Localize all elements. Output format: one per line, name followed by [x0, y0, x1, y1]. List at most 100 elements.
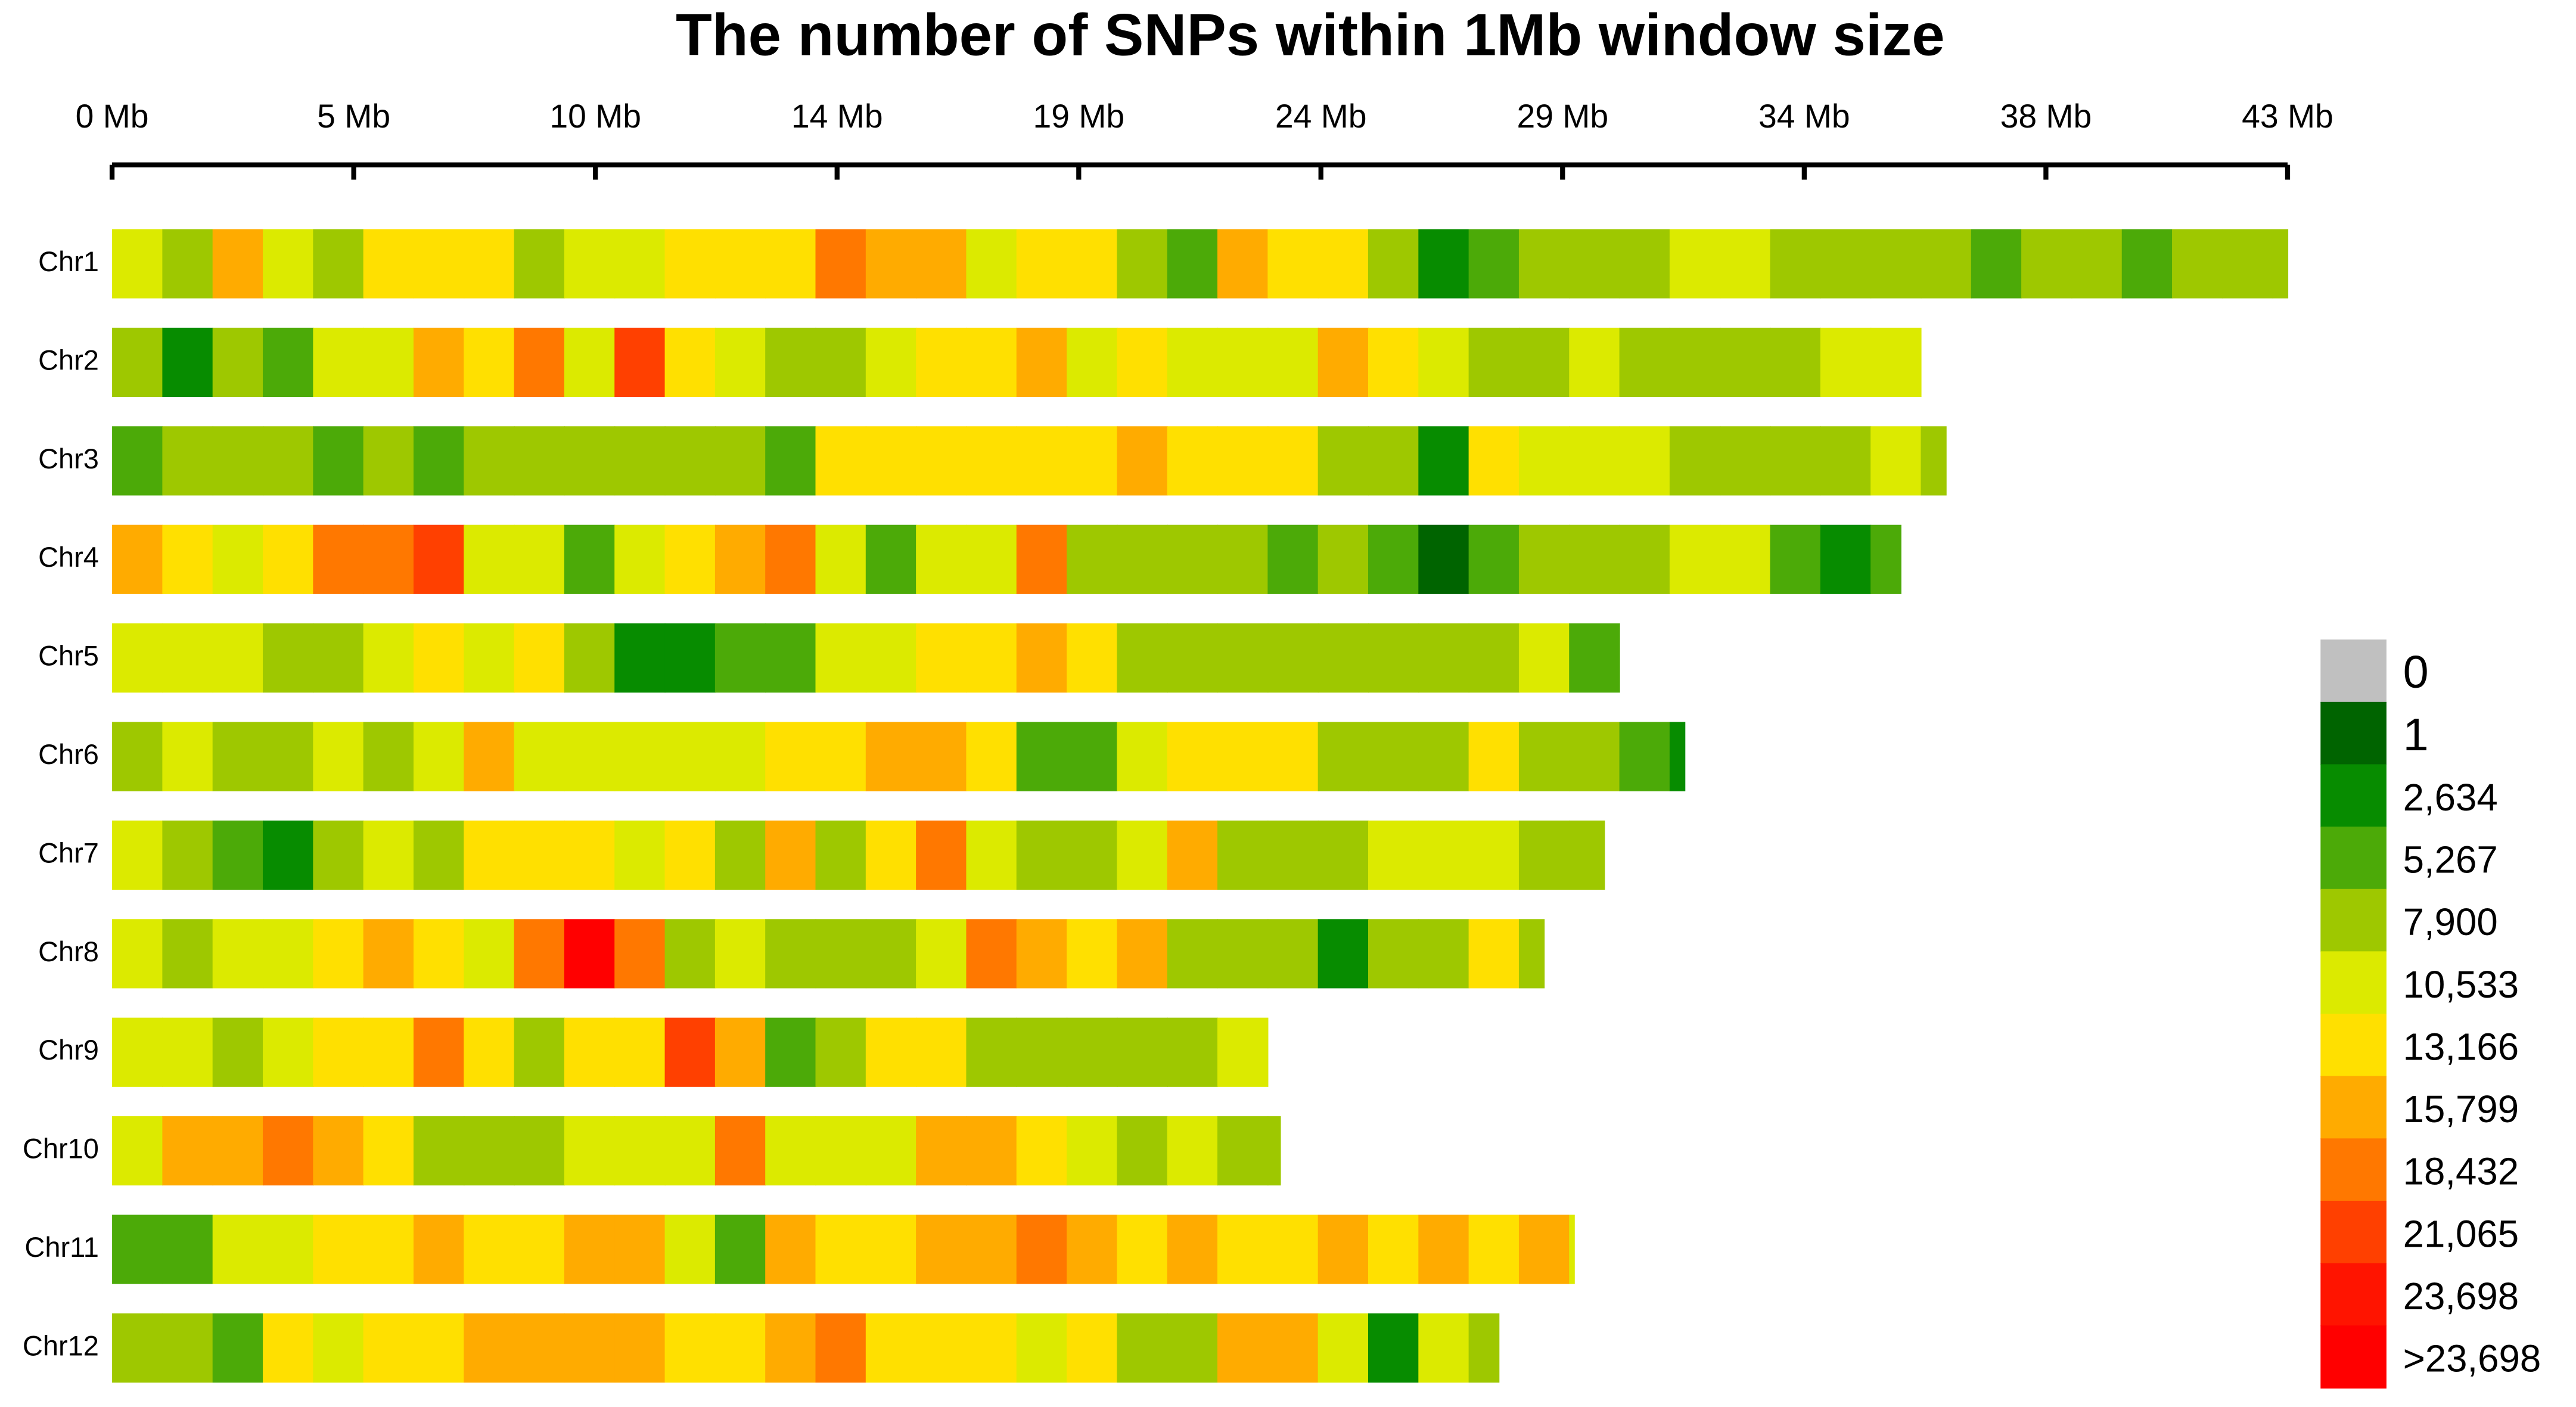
window-cell [363, 1116, 415, 1186]
window-cell [514, 1116, 565, 1186]
window-cell [212, 1017, 264, 1087]
window-cell [564, 524, 616, 594]
window-cell [313, 820, 364, 890]
window-cell [1317, 1215, 1369, 1284]
window-cell [1117, 229, 1168, 299]
x-tick-label: 24 Mb [1275, 98, 1367, 135]
window-cell [564, 1017, 616, 1087]
window-cell [765, 623, 816, 693]
window-cell [1167, 426, 1219, 496]
window-cell [865, 524, 917, 594]
window-cell [1217, 722, 1269, 791]
window-cell [212, 623, 264, 693]
window-cell [916, 1215, 967, 1284]
window-cell [112, 623, 163, 693]
window-cell [413, 229, 465, 299]
x-tick-label: 10 Mb [549, 98, 641, 135]
window-cell [162, 919, 213, 989]
window-cell [614, 623, 666, 693]
window-cell [1368, 1215, 1419, 1284]
window-cell [865, 722, 917, 791]
legend-swatch [2320, 1263, 2387, 1327]
window-cell [1267, 524, 1319, 594]
window-cell [1569, 623, 1620, 693]
window-cell [916, 229, 967, 299]
window-cell [413, 426, 465, 496]
window-cell [1569, 426, 1620, 496]
x-tick-label: 0 Mb [76, 98, 149, 135]
window-cell [916, 820, 967, 890]
window-cell [966, 722, 1017, 791]
window-cell [1669, 327, 1721, 397]
window-cell [1468, 426, 1520, 496]
window-cell [1267, 623, 1319, 693]
legend-swatch [2320, 1138, 2387, 1202]
window-cell [1770, 426, 1821, 496]
window-cell [1117, 1017, 1168, 1087]
window-cell [1167, 229, 1219, 299]
window-cell [1820, 524, 1872, 594]
window-cell [112, 327, 163, 397]
window-cell [1368, 722, 1419, 791]
window-cell [1770, 524, 1821, 594]
window-cell [815, 229, 866, 299]
window-cell [1418, 1313, 1469, 1383]
window-cell [1418, 524, 1469, 594]
window-cell [363, 327, 415, 397]
window-cell [212, 919, 264, 989]
window-cell [2222, 229, 2273, 299]
window-cell [313, 327, 364, 397]
window-cell [1518, 229, 1570, 299]
row-label: Chr8 [38, 936, 99, 967]
window-cell [263, 327, 314, 397]
window-cell [1619, 524, 1670, 594]
window-cell [815, 1116, 866, 1186]
window-cell [413, 1215, 465, 1284]
window-cell [313, 524, 364, 594]
window-cell [966, 623, 1017, 693]
window-cell [1468, 722, 1520, 791]
window-cell [514, 426, 565, 496]
window-cell [865, 229, 917, 299]
window-cell [664, 1116, 716, 1186]
window-cell [1418, 1215, 1469, 1284]
window-cell [865, 1116, 917, 1186]
x-tick-label: 14 Mb [791, 98, 883, 135]
window-cell [112, 1017, 163, 1087]
window-cell [865, 623, 917, 693]
window-cell [1167, 1116, 1219, 1186]
window-cell [1067, 623, 1118, 693]
window-cell [1217, 623, 1269, 693]
window-cell [1167, 919, 1219, 989]
legend-swatch [2320, 639, 2387, 703]
window-cell [514, 229, 565, 299]
window-cell [1468, 1215, 1520, 1284]
window-cell [112, 426, 163, 496]
window-cell [614, 426, 666, 496]
window-cell [614, 1313, 666, 1383]
window-cell [212, 327, 264, 397]
window-cell [1317, 1313, 1369, 1383]
window-cell [1217, 1116, 1269, 1186]
window-cell [966, 524, 1017, 594]
window-cell [1368, 524, 1419, 594]
window-cell [1468, 820, 1520, 890]
window-cell [1368, 327, 1419, 397]
window-cell [263, 524, 314, 594]
window-cell [464, 1215, 515, 1284]
window-cell [1921, 229, 1972, 299]
window-cell [714, 426, 766, 496]
window-cell [664, 820, 716, 890]
window-cell [464, 1313, 515, 1383]
window-cell [464, 623, 515, 693]
window-cell [765, 524, 816, 594]
window-cell [363, 919, 415, 989]
window-cell [363, 820, 415, 890]
window-cell [765, 1116, 816, 1186]
window-cell [815, 1215, 866, 1284]
window-cell [966, 229, 1017, 299]
window-cell [263, 919, 314, 989]
window-cell [1117, 524, 1168, 594]
window-cell [1619, 426, 1670, 496]
window-cell [162, 820, 213, 890]
